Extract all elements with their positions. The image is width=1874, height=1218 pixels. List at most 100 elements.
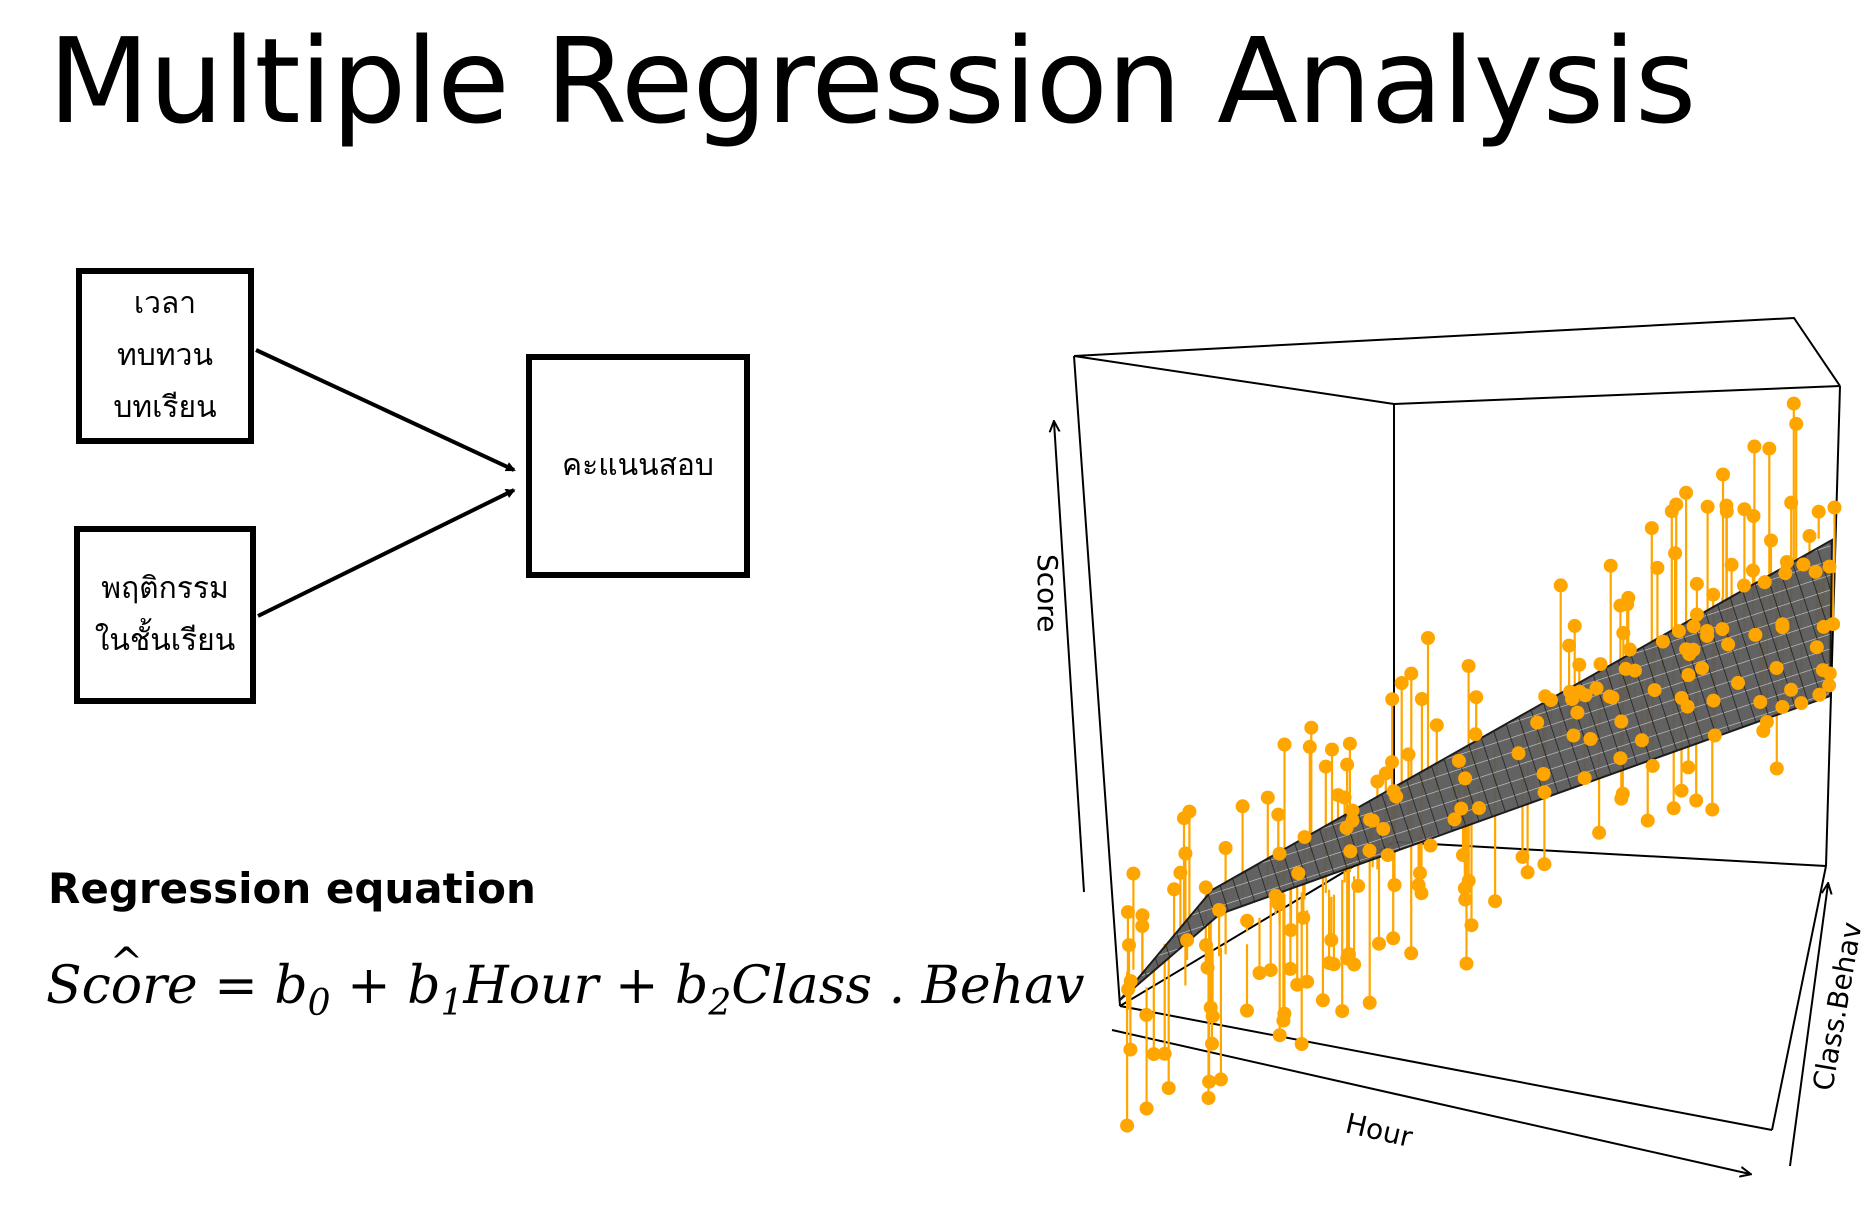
data-point — [1378, 766, 1393, 781]
equation-lhs-prefix: Sc — [46, 956, 111, 1016]
data-point — [1139, 1007, 1154, 1022]
equation-lhs-hat: o — [111, 956, 142, 1016]
data-point — [1802, 529, 1817, 543]
data-point — [1454, 801, 1469, 816]
data-point — [1123, 1042, 1138, 1057]
data-point — [1679, 642, 1694, 657]
data-point — [1537, 857, 1552, 872]
data-point — [1157, 1046, 1172, 1061]
data-point — [1669, 497, 1684, 512]
data-point — [1331, 788, 1345, 803]
data-point — [1511, 746, 1526, 761]
data-point — [1680, 699, 1695, 714]
equation-b2: b — [675, 956, 709, 1016]
data-point — [1605, 690, 1620, 705]
data-point — [1577, 771, 1592, 786]
data-point — [1679, 485, 1694, 500]
data-point — [1235, 799, 1250, 814]
data-point — [1769, 661, 1784, 675]
data-point — [1447, 812, 1462, 827]
data-point — [1794, 696, 1809, 711]
data-point — [1748, 627, 1763, 642]
data-point — [1180, 933, 1195, 948]
data-point — [1536, 767, 1551, 781]
data-point — [1666, 801, 1681, 816]
data-point — [1627, 663, 1642, 678]
data-point — [1347, 957, 1362, 972]
data-point — [1376, 822, 1391, 836]
data-point — [1589, 681, 1604, 696]
data-point — [1572, 657, 1587, 672]
data-point — [1198, 880, 1213, 895]
data-point — [1737, 578, 1751, 593]
data-point — [1645, 758, 1660, 773]
data-point — [1716, 467, 1730, 482]
data-point — [1706, 587, 1721, 602]
data-point — [1297, 830, 1312, 845]
data-point — [1520, 865, 1535, 880]
data-point — [1681, 760, 1696, 775]
axis-label-class-behav: Class.Behav — [1806, 920, 1868, 1094]
data-point — [1202, 1074, 1217, 1089]
data-point — [1650, 560, 1665, 575]
data-point — [1362, 995, 1377, 1010]
data-point — [1553, 578, 1568, 593]
data-point — [1315, 993, 1330, 1008]
equation-equals: = — [214, 956, 258, 1016]
data-point — [1563, 684, 1577, 699]
data-point — [1126, 866, 1141, 881]
data-point — [1613, 751, 1628, 766]
data-point — [1272, 846, 1287, 861]
data-point — [1784, 495, 1799, 510]
data-point — [1459, 956, 1474, 971]
data-point — [1240, 1003, 1254, 1018]
data-point — [1277, 737, 1292, 752]
predictor-review-time-box: เวลา ทบทวน บทเรียน — [76, 268, 254, 444]
data-point — [1731, 675, 1745, 690]
data-point — [1515, 849, 1530, 864]
data-point — [1271, 807, 1286, 822]
data-point — [1827, 500, 1842, 515]
equation-term-hour: Hour — [463, 956, 599, 1016]
data-point — [1811, 504, 1826, 519]
outcome-score-box: คะแนนสอบ — [526, 354, 750, 578]
data-point — [1700, 499, 1715, 514]
data-point — [1272, 1028, 1287, 1043]
data-point — [1644, 521, 1659, 536]
data-point — [1122, 938, 1136, 953]
data-point — [1578, 688, 1593, 703]
data-point — [1283, 961, 1298, 976]
data-point — [1686, 619, 1701, 634]
data-point — [1614, 791, 1629, 806]
data-point — [1302, 739, 1317, 754]
data-point — [1218, 841, 1233, 855]
data-point — [1401, 747, 1416, 762]
data-point — [1603, 558, 1618, 573]
data-point — [1537, 785, 1552, 800]
data-point — [1339, 820, 1354, 835]
data-point — [1380, 848, 1395, 863]
data-point — [1779, 555, 1794, 569]
data-point — [1488, 894, 1503, 909]
data-point — [1762, 441, 1777, 456]
data-point — [1120, 905, 1135, 920]
data-point — [1385, 692, 1400, 707]
data-point — [1304, 720, 1319, 735]
data-point — [1753, 695, 1768, 709]
data-point — [1461, 873, 1476, 888]
data-point — [1205, 1009, 1220, 1024]
data-point — [1351, 878, 1366, 893]
data-point — [1413, 866, 1427, 881]
data-point — [1429, 718, 1444, 733]
data-point — [1622, 642, 1637, 657]
data-point — [1695, 661, 1709, 676]
data-point — [1271, 896, 1286, 911]
equation-plus-2: + — [614, 956, 659, 1016]
data-point — [1689, 576, 1704, 591]
data-point — [1300, 974, 1315, 989]
data-point — [1786, 396, 1801, 411]
class-axis-arrow — [1789, 884, 1828, 1167]
data-point — [1423, 838, 1438, 853]
data-point — [1746, 509, 1761, 523]
